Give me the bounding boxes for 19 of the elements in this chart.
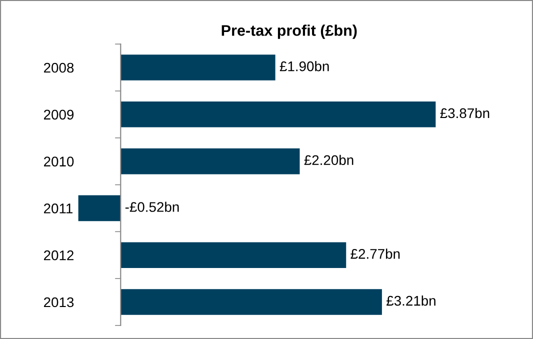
bar bbox=[120, 289, 382, 315]
y-tick-label: 2009 bbox=[44, 110, 74, 120]
bar bbox=[120, 102, 436, 128]
data-label: £1.90bn bbox=[280, 61, 329, 72]
data-label: -£0.52bn bbox=[125, 202, 179, 212]
bar bbox=[120, 242, 346, 268]
y-tick-label: 2011 bbox=[44, 204, 72, 214]
y-tick-label: 2012 bbox=[44, 250, 74, 260]
chart-title: Pre-tax profit (£bn) bbox=[222, 24, 357, 39]
y-tick-label: 2010 bbox=[44, 156, 74, 166]
bar bbox=[78, 195, 121, 222]
bar bbox=[120, 54, 276, 80]
bar bbox=[120, 148, 300, 174]
data-label: £3.21bn bbox=[386, 296, 436, 306]
data-label: £2.77bn bbox=[350, 248, 400, 259]
y-tick-label: 2008 bbox=[44, 62, 74, 73]
y-tick-label: 2013 bbox=[44, 297, 74, 308]
data-label: £3.87bn bbox=[440, 108, 490, 118]
data-label: £2.20bn bbox=[304, 154, 354, 166]
